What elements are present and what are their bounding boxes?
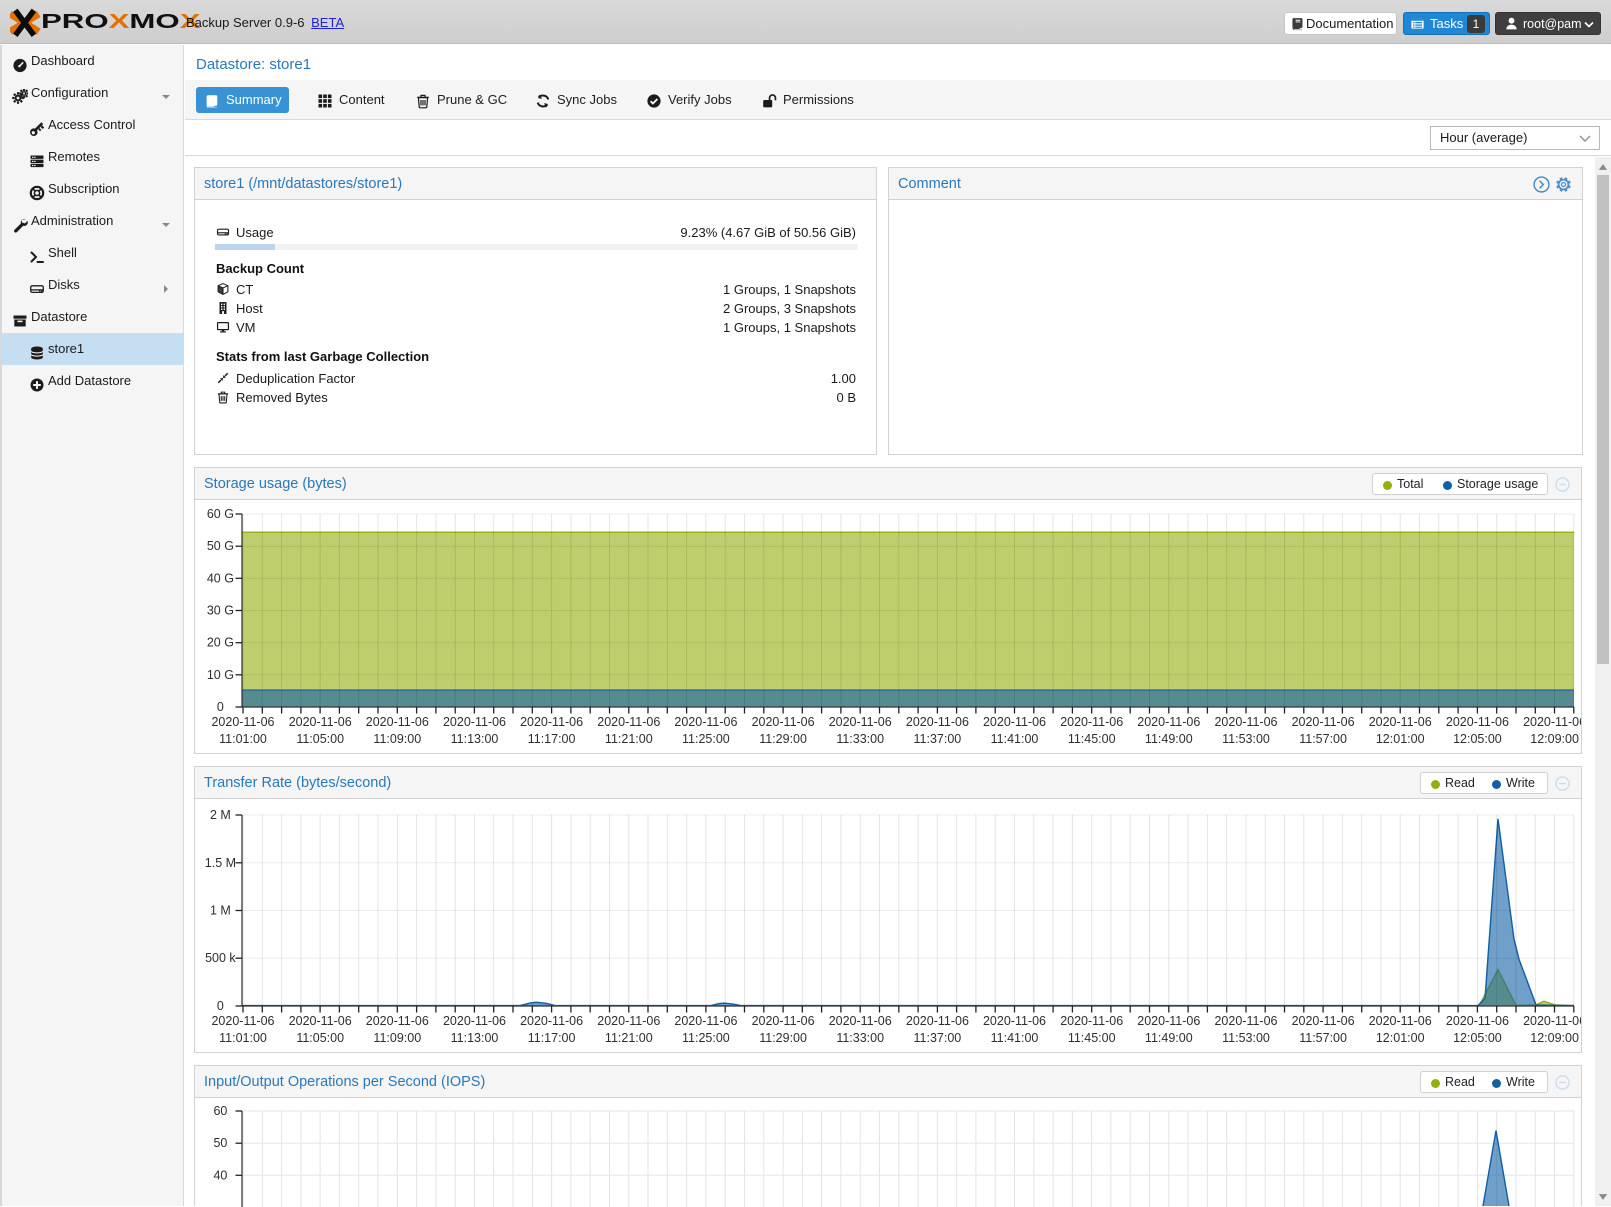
- svg-text:2020-11-06: 2020-11-06: [752, 1014, 815, 1028]
- svg-text:2020-11-06: 2020-11-06: [1446, 715, 1509, 729]
- svg-text:2020-11-06: 2020-11-06: [752, 715, 815, 729]
- svg-text:2020-11-06: 2020-11-06: [983, 715, 1046, 729]
- svg-text:11:13:00: 11:13:00: [451, 732, 499, 746]
- svg-text:11:57:00: 11:57:00: [1299, 1031, 1347, 1045]
- svg-text:2020-11-06: 2020-11-06: [520, 715, 583, 729]
- svg-text:2020-11-06: 2020-11-06: [1369, 1014, 1432, 1028]
- svg-text:2020-11-06: 2020-11-06: [366, 1014, 429, 1028]
- svg-text:2020-11-06: 2020-11-06: [1137, 1014, 1200, 1028]
- svg-text:2020-11-06: 2020-11-06: [1523, 1014, 1581, 1028]
- svg-text:11:01:00: 11:01:00: [219, 1031, 267, 1045]
- svg-text:1 M: 1 M: [210, 904, 231, 918]
- svg-text:11:53:00: 11:53:00: [1222, 732, 1270, 746]
- svg-text:11:49:00: 11:49:00: [1145, 1031, 1193, 1045]
- svg-text:11:25:00: 11:25:00: [682, 732, 730, 746]
- svg-text:2020-11-06: 2020-11-06: [1292, 715, 1355, 729]
- svg-text:60: 60: [213, 1104, 227, 1118]
- svg-text:11:57:00: 11:57:00: [1299, 732, 1347, 746]
- svg-text:2020-11-06: 2020-11-06: [1446, 1014, 1509, 1028]
- svg-text:11:37:00: 11:37:00: [914, 732, 962, 746]
- svg-text:11:37:00: 11:37:00: [914, 1031, 962, 1045]
- svg-text:2020-11-06: 2020-11-06: [1292, 1014, 1355, 1028]
- svg-text:2020-11-06: 2020-11-06: [983, 1014, 1046, 1028]
- svg-text:2020-11-06: 2020-11-06: [829, 1014, 892, 1028]
- svg-text:11:01:00: 11:01:00: [219, 732, 267, 746]
- svg-text:11:17:00: 11:17:00: [528, 1031, 576, 1045]
- svg-text:12:09:00: 12:09:00: [1530, 1031, 1579, 1045]
- svg-text:11:45:00: 11:45:00: [1068, 1031, 1116, 1045]
- svg-text:0: 0: [217, 999, 224, 1013]
- svg-text:11:21:00: 11:21:00: [605, 1031, 653, 1045]
- svg-text:2020-11-06: 2020-11-06: [1523, 715, 1581, 729]
- svg-text:2020-11-06: 2020-11-06: [1214, 1014, 1277, 1028]
- svg-text:11:21:00: 11:21:00: [605, 732, 653, 746]
- svg-text:11:29:00: 11:29:00: [759, 732, 807, 746]
- svg-text:12:01:00: 12:01:00: [1376, 1031, 1425, 1045]
- svg-text:2020-11-06: 2020-11-06: [1214, 715, 1277, 729]
- svg-text:12:09:00: 12:09:00: [1530, 732, 1579, 746]
- svg-text:11:41:00: 11:41:00: [991, 732, 1039, 746]
- svg-text:10 G: 10 G: [207, 668, 234, 682]
- svg-text:20 G: 20 G: [207, 636, 234, 650]
- svg-text:2020-11-06: 2020-11-06: [366, 715, 429, 729]
- svg-text:12:01:00: 12:01:00: [1376, 732, 1425, 746]
- svg-text:2020-11-06: 2020-11-06: [289, 1014, 352, 1028]
- svg-text:2020-11-06: 2020-11-06: [906, 1014, 969, 1028]
- svg-text:0: 0: [217, 700, 224, 714]
- svg-text:11:33:00: 11:33:00: [836, 1031, 884, 1045]
- svg-text:11:13:00: 11:13:00: [451, 1031, 499, 1045]
- svg-text:11:49:00: 11:49:00: [1145, 732, 1193, 746]
- svg-text:2 M: 2 M: [210, 808, 231, 822]
- svg-text:2020-11-06: 2020-11-06: [211, 715, 274, 729]
- svg-text:2020-11-06: 2020-11-06: [520, 1014, 583, 1028]
- svg-text:11:33:00: 11:33:00: [836, 732, 884, 746]
- svg-text:2020-11-06: 2020-11-06: [597, 1014, 660, 1028]
- svg-text:2020-11-06: 2020-11-06: [674, 1014, 737, 1028]
- svg-text:2020-11-06: 2020-11-06: [829, 715, 892, 729]
- svg-text:11:05:00: 11:05:00: [296, 732, 344, 746]
- svg-text:12:05:00: 12:05:00: [1453, 732, 1502, 746]
- svg-text:2020-11-06: 2020-11-06: [1060, 715, 1123, 729]
- svg-text:500 k: 500 k: [205, 951, 236, 965]
- svg-text:12:05:00: 12:05:00: [1453, 1031, 1502, 1045]
- svg-text:11:45:00: 11:45:00: [1068, 732, 1116, 746]
- svg-text:30 G: 30 G: [207, 604, 234, 618]
- svg-text:50 G: 50 G: [207, 539, 234, 553]
- svg-text:50: 50: [213, 1136, 227, 1150]
- svg-text:11:29:00: 11:29:00: [759, 1031, 807, 1045]
- svg-text:11:41:00: 11:41:00: [991, 1031, 1039, 1045]
- svg-text:11:53:00: 11:53:00: [1222, 1031, 1270, 1045]
- svg-text:40: 40: [213, 1168, 227, 1182]
- svg-text:2020-11-06: 2020-11-06: [211, 1014, 274, 1028]
- svg-text:2020-11-06: 2020-11-06: [1060, 1014, 1123, 1028]
- svg-text:2020-11-06: 2020-11-06: [597, 715, 660, 729]
- svg-text:2020-11-06: 2020-11-06: [1137, 715, 1200, 729]
- svg-text:11:09:00: 11:09:00: [373, 732, 421, 746]
- svg-text:2020-11-06: 2020-11-06: [443, 715, 506, 729]
- svg-text:1.5 M: 1.5 M: [205, 856, 236, 870]
- svg-text:2020-11-06: 2020-11-06: [906, 715, 969, 729]
- svg-text:11:05:00: 11:05:00: [296, 1031, 344, 1045]
- svg-text:2020-11-06: 2020-11-06: [289, 715, 352, 729]
- svg-text:2020-11-06: 2020-11-06: [1369, 715, 1432, 729]
- svg-text:2020-11-06: 2020-11-06: [443, 1014, 506, 1028]
- svg-text:2020-11-06: 2020-11-06: [674, 715, 737, 729]
- svg-text:40 G: 40 G: [207, 571, 234, 585]
- svg-text:11:25:00: 11:25:00: [682, 1031, 730, 1045]
- svg-text:11:09:00: 11:09:00: [373, 1031, 421, 1045]
- svg-text:60 G: 60 G: [207, 507, 234, 521]
- svg-text:11:17:00: 11:17:00: [528, 732, 576, 746]
